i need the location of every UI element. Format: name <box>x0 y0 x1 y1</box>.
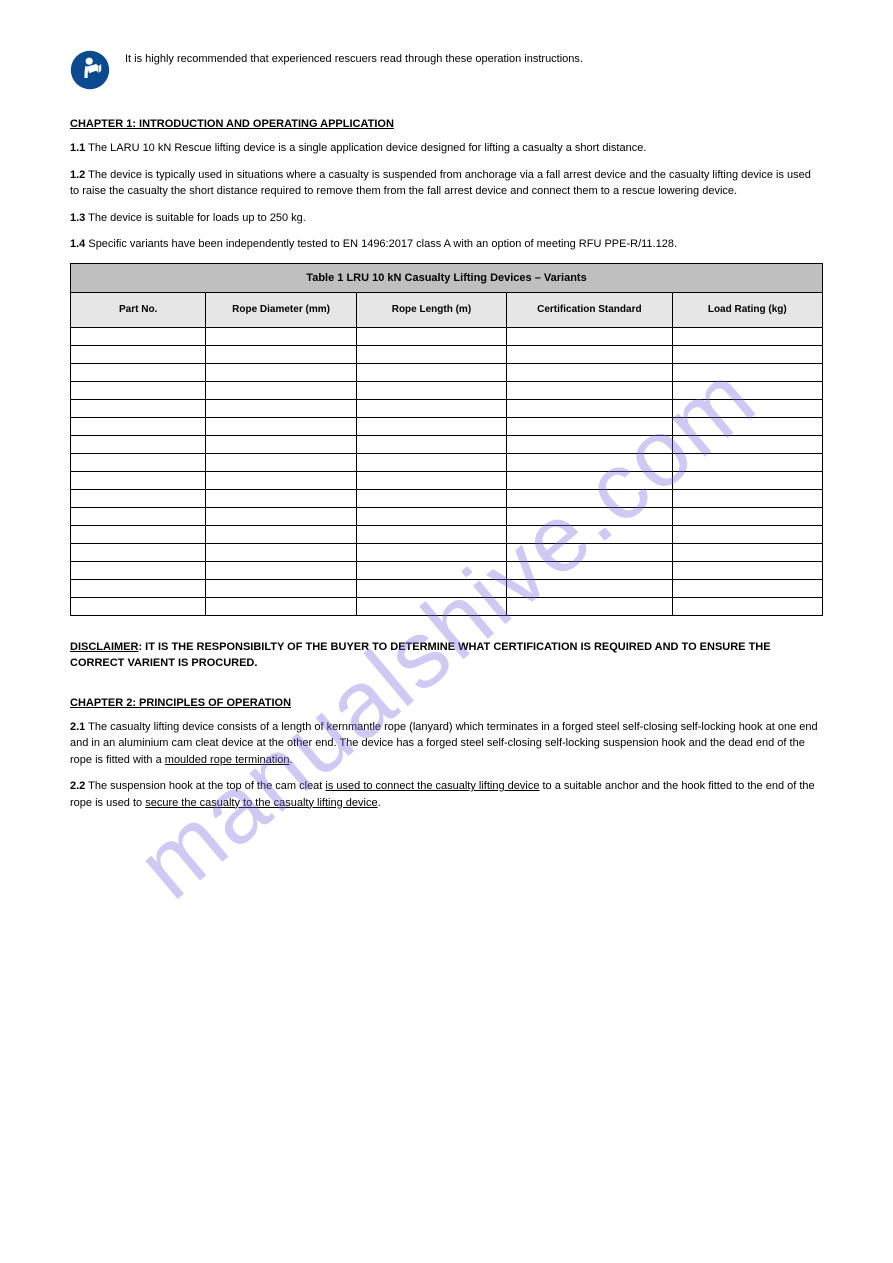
para-num-2-2: 2.2 <box>70 780 85 792</box>
table-header-row: Part No. Rope Diameter (mm) Rope Length … <box>71 292 823 327</box>
para-text-1-2: The device is typically used in situatio… <box>70 169 811 198</box>
para-num-1-4: 1.4 <box>70 238 85 250</box>
table-row <box>71 381 823 399</box>
col-header-4: Load Rating (kg) <box>672 292 822 327</box>
table-row <box>71 489 823 507</box>
table-row <box>71 507 823 525</box>
read-manual-icon <box>70 50 110 90</box>
para-link-2-2a[interactable]: is used to connect the casualty lifting … <box>325 780 539 792</box>
table-row <box>71 525 823 543</box>
disclaimer-prefix: DISCLAIMER <box>70 641 138 653</box>
section2-title: CHAPTER 2: PRINCIPLES OF OPERATION <box>70 697 823 709</box>
para-link-2-1[interactable]: moulded rope termination <box>165 754 290 766</box>
table-row <box>71 345 823 363</box>
table-row <box>71 363 823 381</box>
para-1-2: 1.2 The device is typically used in situ… <box>70 167 823 200</box>
para-text-1-1: The LARU 10 kN Rescue lifting device is … <box>85 142 646 154</box>
para-1-4: 1.4 Specific variants have been independ… <box>70 236 823 253</box>
para-1-3: 1.3 The device is suitable for loads up … <box>70 210 823 227</box>
para-text-2-2: The suspension hook at the top of the ca… <box>85 780 325 792</box>
table-row <box>71 453 823 471</box>
table-title: Table 1 LRU 10 kN Casualty Lifting Devic… <box>71 263 823 292</box>
para-1-1: 1.1 The LARU 10 kN Rescue lifting device… <box>70 140 823 157</box>
para-num-2-1: 2.1 <box>70 721 85 733</box>
section1-title: CHAPTER 1: INTRODUCTION AND OPERATING AP… <box>70 118 823 130</box>
para-2-2: 2.2 The suspension hook at the top of th… <box>70 778 823 811</box>
table-body <box>71 327 823 615</box>
header-row: It is highly recommended that experience… <box>70 50 823 93</box>
para-text-1-3: The device is suitable for loads up to 2… <box>85 212 306 224</box>
table-row <box>71 435 823 453</box>
manual-icon-wrap <box>70 50 110 93</box>
col-header-2: Rope Length (m) <box>356 292 506 327</box>
col-header-1: Rope Diameter (mm) <box>206 292 356 327</box>
para-num-1-3: 1.3 <box>70 212 85 224</box>
table-row <box>71 597 823 615</box>
table-row <box>71 417 823 435</box>
para-link-2-2b[interactable]: secure the casualty to the casualty lift… <box>145 797 377 809</box>
table-row <box>71 327 823 345</box>
table-row <box>71 543 823 561</box>
table-row <box>71 471 823 489</box>
table-row <box>71 579 823 597</box>
table-row <box>71 399 823 417</box>
para-num-1-1: 1.1 <box>70 142 85 154</box>
para-2-1: 2.1 The casualty lifting device consists… <box>70 719 823 769</box>
para-num-1-2: 1.2 <box>70 169 85 181</box>
col-header-0: Part No. <box>71 292 206 327</box>
para-text-1-4: Specific variants have been independentl… <box>85 238 677 250</box>
col-header-3: Certification Standard <box>507 292 672 327</box>
variants-table: Table 1 LRU 10 kN Casualty Lifting Devic… <box>70 263 823 616</box>
header-paragraph: It is highly recommended that experience… <box>125 50 823 67</box>
disclaimer-rest: : IT IS THE RESPONSIBILTY OF THE BUYER T… <box>70 641 771 670</box>
disclaimer: DISCLAIMER: IT IS THE RESPONSIBILTY OF T… <box>70 639 823 672</box>
para-after-2-1: . <box>290 754 293 766</box>
para-after-2-2: . <box>378 797 381 809</box>
table-row <box>71 561 823 579</box>
